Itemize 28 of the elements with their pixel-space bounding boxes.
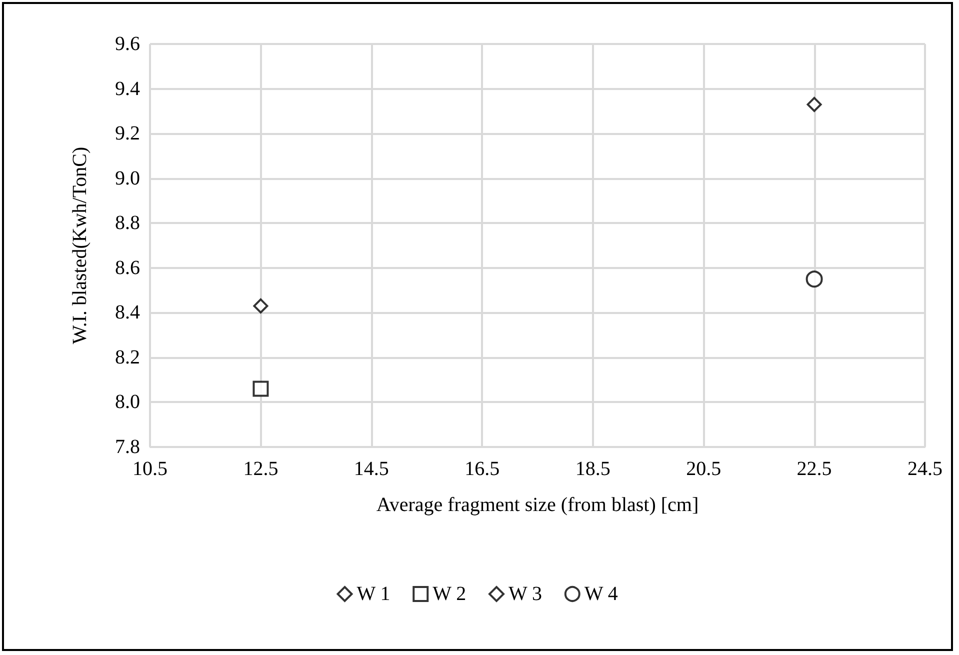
y-tick-label: 8.8 <box>115 212 140 234</box>
x-tick-label: 18.5 <box>575 458 610 480</box>
y-tick-label: 9.6 <box>115 33 140 55</box>
y-tick-label: 9.4 <box>115 78 140 100</box>
point <box>253 298 268 314</box>
y-axis-title: W.I. blasted(Kwh/TonC) <box>69 146 91 344</box>
legend-label: W 2 <box>432 583 466 605</box>
legend-label: W 4 <box>584 583 618 605</box>
x-axis-title: Average fragment size (from blast) [cm] <box>376 494 699 516</box>
y-tick-label: 8.2 <box>115 346 140 368</box>
legend-label: W 3 <box>508 583 542 605</box>
y-tick-label: 7.8 <box>115 436 140 458</box>
point <box>252 380 269 397</box>
point <box>806 270 823 288</box>
point <box>806 96 822 112</box>
y-tick-label: 8.0 <box>115 391 140 414</box>
y-tick-label: 8.4 <box>115 302 140 324</box>
y-tick-label: 9.2 <box>115 122 140 145</box>
x-tick-label: 24.5 <box>908 458 942 480</box>
x-tick-label: 10.5 <box>132 458 168 480</box>
x-tick-label: 14.5 <box>354 458 389 480</box>
x-tick-label: 12.5 <box>243 458 278 480</box>
y-tick-label: 8.6 <box>115 256 140 279</box>
x-tick-label: 20.5 <box>686 458 722 480</box>
x-tick-label: 22.5 <box>796 458 832 480</box>
legend-label: W 1 <box>356 583 390 605</box>
x-tick-label: 16.5 <box>464 458 500 480</box>
y-tick-label: 9.0 <box>115 167 140 190</box>
